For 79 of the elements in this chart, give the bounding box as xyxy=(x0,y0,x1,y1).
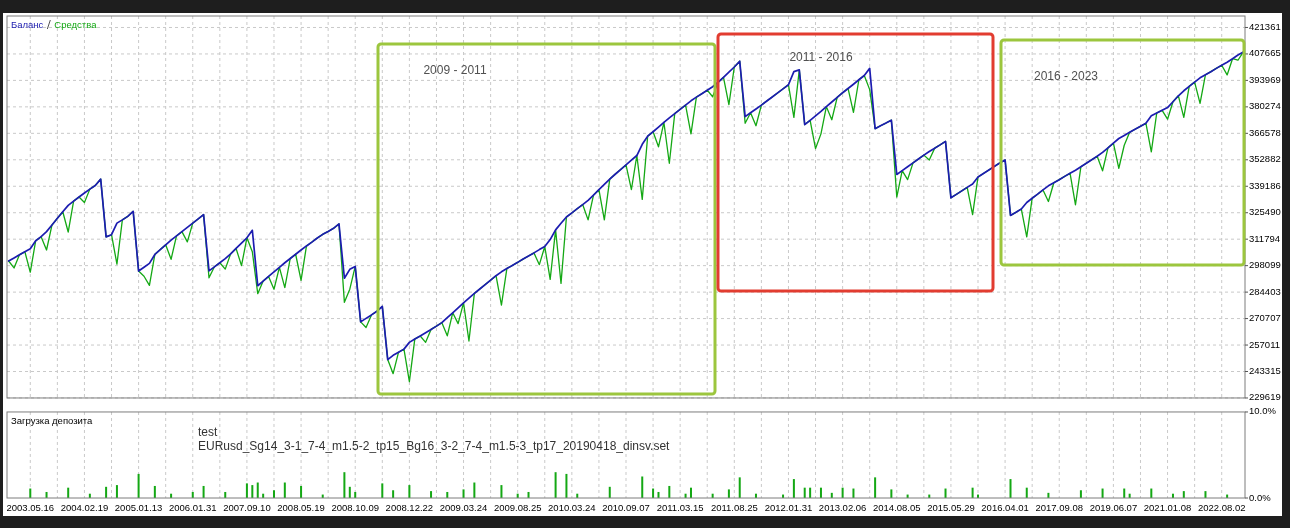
bar xyxy=(408,485,411,498)
bar xyxy=(462,489,465,498)
y-tick-label: 10.0% xyxy=(1249,405,1277,417)
x-tick-label: 2004.02.19 xyxy=(60,501,109,513)
x-tick-label: 2010.09.07 xyxy=(602,501,650,513)
y-tick-label: 339186 xyxy=(1249,179,1281,191)
x-tick-label: 2019.06.07 xyxy=(1089,501,1138,513)
x-tick-label: 2016.04.01 xyxy=(981,501,1029,513)
annotation: 2009 - 2011 xyxy=(423,63,487,78)
bar xyxy=(343,472,346,498)
bar xyxy=(1009,479,1012,498)
bar xyxy=(500,485,503,498)
bar xyxy=(473,482,476,498)
y-tick-label: 311794 xyxy=(1249,232,1280,244)
x-tick-label: 2013.02.06 xyxy=(818,501,867,513)
y-tick-label: 407665 xyxy=(1249,47,1281,59)
x-tick-label: 2012.01.31 xyxy=(764,501,813,513)
y-tick-label: 270707 xyxy=(1249,312,1281,324)
x-tick-label: 2010.03.24 xyxy=(548,501,596,513)
x-tick-label: 2003.05.16 xyxy=(6,501,55,513)
bar xyxy=(554,472,557,498)
x-tick-label: 2011.08.25 xyxy=(710,501,758,513)
x-tick-label: 2009.03.24 xyxy=(439,501,488,513)
bar xyxy=(256,482,259,498)
y-tick-label: 298099 xyxy=(1249,259,1281,271)
y-tick-label: 325490 xyxy=(1249,206,1281,218)
y-tick-label: 257011 xyxy=(1249,338,1280,350)
text: Средства xyxy=(54,18,98,30)
bar xyxy=(137,473,140,498)
bar xyxy=(1079,490,1082,498)
x-tick-label: 2006.01.31 xyxy=(168,501,217,513)
chart-title: Загрузка депозита xyxy=(11,415,94,427)
bar xyxy=(668,485,671,498)
bar xyxy=(300,485,303,498)
bar xyxy=(392,490,395,498)
bar xyxy=(874,477,877,498)
bar xyxy=(251,485,254,498)
x-tick-label: 2011.03.15 xyxy=(656,501,704,513)
bar xyxy=(115,485,118,498)
y-tick-label: 393969 xyxy=(1249,73,1281,85)
bar xyxy=(727,489,730,498)
x-tick-label: 2005.01.13 xyxy=(114,501,163,513)
x-tick-label: 2015.05.29 xyxy=(927,501,975,513)
y-tick-label: 229619 xyxy=(1249,391,1281,403)
y-tick-label: 284403 xyxy=(1249,285,1281,297)
x-tick-label: 2017.09.08 xyxy=(1035,501,1084,513)
x-tick-label: 2014.08.05 xyxy=(873,501,921,513)
y-tick-label: 421361 xyxy=(1249,20,1281,32)
text: Баланс xyxy=(11,18,44,30)
bar xyxy=(890,489,893,498)
x-tick-label: 2009.08.25 xyxy=(493,501,542,513)
bar xyxy=(641,476,644,498)
bar xyxy=(105,486,108,498)
y-tick-label: 352882 xyxy=(1249,153,1281,165)
y-tick-label: 366578 xyxy=(1249,126,1281,138)
x-tick-label: 2021.01.08 xyxy=(1143,501,1192,513)
bar xyxy=(738,477,741,498)
x-tick-label: 2007.09.10 xyxy=(223,501,271,513)
y-tick-label: 243315 xyxy=(1249,365,1281,377)
bar xyxy=(608,486,611,498)
bar xyxy=(153,485,156,498)
bar xyxy=(272,490,275,498)
bar xyxy=(381,483,384,498)
bar xyxy=(245,483,248,498)
x-tick-label: 2008.12.22 xyxy=(385,501,434,513)
bar xyxy=(565,473,568,498)
bar xyxy=(283,482,286,498)
x-tick-label: 2008.10.09 xyxy=(331,501,379,513)
x-tick-label: 2022.08.02 xyxy=(1197,501,1246,513)
bar xyxy=(202,485,205,498)
y-tick-label: 380274 xyxy=(1249,100,1281,112)
annotation: test xyxy=(198,425,219,440)
bar xyxy=(348,486,351,498)
x-tick-label: 2008.05.19 xyxy=(277,501,325,513)
annotation: 2016 - 2023 xyxy=(1033,69,1099,84)
y-tick-label: 0.0% xyxy=(1249,491,1272,503)
annotation: 2011 - 2016 xyxy=(789,50,853,65)
bar xyxy=(792,479,795,498)
annotation: EURusd_Sg14_3-1_7-4_m1.5-2_tp15_Bg16_3-2_7-4_m1.5-3_tp17_20190418_dinsv.set xyxy=(198,439,671,454)
